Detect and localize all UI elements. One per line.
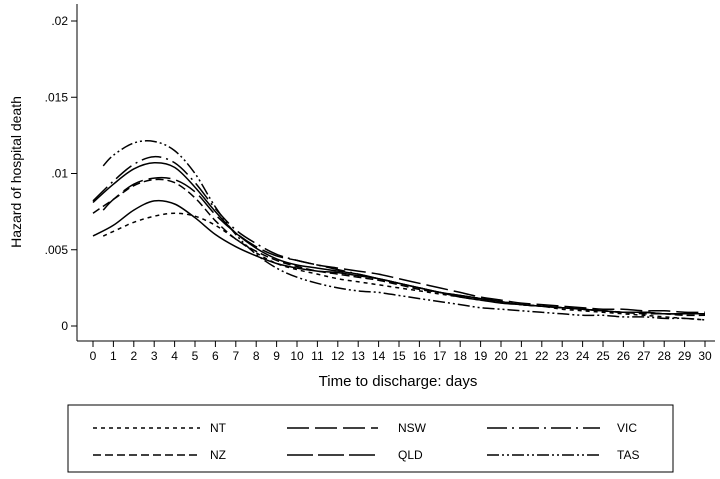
y-axis-label: Hazard of hospital death xyxy=(8,96,24,248)
y-tick-label: 0 xyxy=(61,319,68,333)
x-tick-label: 16 xyxy=(413,349,427,363)
x-tick-label: 24 xyxy=(576,349,590,363)
x-tick-label: 1 xyxy=(110,349,117,363)
x-tick-label: 22 xyxy=(535,349,549,363)
x-tick-label: 14 xyxy=(372,349,386,363)
legend: NT NSW VIC NZ QLD TAS xyxy=(67,404,674,473)
x-tick-label: 21 xyxy=(515,349,529,363)
series-line-qld xyxy=(92,162,705,315)
x-tick-label: 3 xyxy=(151,349,158,363)
x-tick-label: 2 xyxy=(130,349,137,363)
series-line-nsw xyxy=(102,176,706,314)
x-tick-label: 8 xyxy=(253,349,260,363)
series-line-tas xyxy=(102,140,706,321)
legend-label-vic: VIC xyxy=(617,421,637,435)
legend-box xyxy=(67,404,674,473)
x-tick-label: 6 xyxy=(212,349,219,363)
x-tick-label: 29 xyxy=(678,349,692,363)
legend-label-nsw: NSW xyxy=(398,421,427,435)
x-tick-label: 10 xyxy=(290,349,304,363)
plot-lines xyxy=(92,140,706,321)
x-ticks: 0 1 2 3 4 5 6 7 8 9 10 11 12 13 14 15 16 17 18 19 20 21 22 23 24… xyxy=(90,341,712,363)
x-tick-label: 0 xyxy=(90,349,97,363)
y-tick-label: .01 xyxy=(51,167,68,181)
x-tick-label: 20 xyxy=(494,349,508,363)
x-tick-label: 9 xyxy=(273,349,280,363)
legend-label-nz: NZ xyxy=(210,448,226,462)
y-tick-label: .015 xyxy=(45,90,69,104)
series-line-vic xyxy=(92,155,705,315)
x-tick-label: 13 xyxy=(352,349,366,363)
legend-label-nt: NT xyxy=(210,421,227,435)
y-tick-label: .02 xyxy=(51,14,68,28)
series-line-qld-2 xyxy=(92,199,705,315)
x-tick-label: 18 xyxy=(454,349,468,363)
legend-label-tas: TAS xyxy=(617,448,639,462)
x-tick-label: 17 xyxy=(433,349,447,363)
series-line-nt xyxy=(102,212,706,321)
x-tick-label: 5 xyxy=(192,349,199,363)
x-tick-label: 15 xyxy=(392,349,406,363)
y-ticks: 0 .005 .01 .015 .02 xyxy=(45,14,77,333)
x-axis-label: Time to discharge: days xyxy=(319,373,478,390)
x-tick-label: 12 xyxy=(331,349,345,363)
axes: 0.005.01.015.02 0 1 2 3 4 5 6 7 8 9 10 11 12 13 14 15 16… xyxy=(45,4,715,363)
x-tick-label: 4 xyxy=(171,349,178,363)
x-tick-label: 19 xyxy=(474,349,488,363)
x-tick-label: 7 xyxy=(232,349,239,363)
legend-items: NT NSW VIC NZ QLD TAS xyxy=(93,421,639,462)
y-tick-label: .005 xyxy=(45,243,69,257)
legend-label-qld: QLD xyxy=(398,448,423,462)
x-tick-label: 30 xyxy=(698,349,712,363)
x-tick-label: 25 xyxy=(596,349,610,363)
x-tick-label: 26 xyxy=(617,349,631,363)
x-tick-label: 27 xyxy=(637,349,651,363)
x-tick-label: 11 xyxy=(311,349,324,363)
x-tick-label: 28 xyxy=(658,349,672,363)
x-tick-label: 23 xyxy=(556,349,570,363)
